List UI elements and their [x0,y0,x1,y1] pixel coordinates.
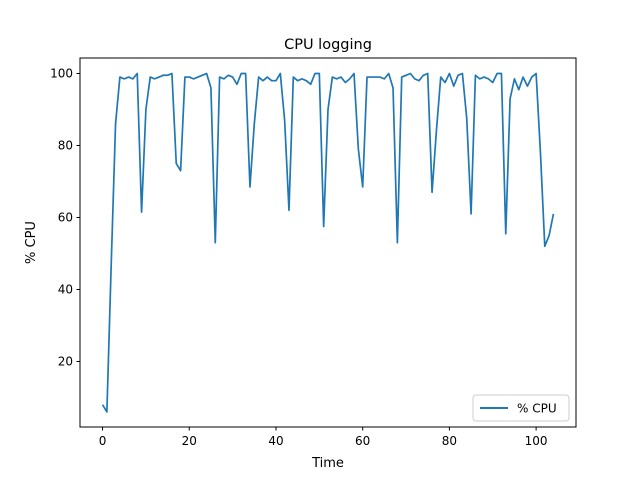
legend-label: % CPU [517,402,557,416]
x-tick-label: 60 [355,434,370,448]
x-axis-ticks: 0 20 40 60 80 100 [99,427,548,448]
x-tick-label: 40 [268,434,283,448]
legend-box [472,394,570,422]
x-axis-title: Time [311,456,344,471]
legend: % CPU [472,394,570,422]
chart-title: CPU logging [284,37,372,53]
y-tick-label: 100 [50,66,73,80]
y-tick-label: 40 [58,282,73,296]
series-layer [101,72,555,413]
plot-frame [79,57,577,428]
series-line-cpu [101,72,555,413]
x-tick-label: 20 [182,434,197,448]
x-tick-label: 80 [442,434,457,448]
x-tick-label: 100 [525,434,548,448]
y-tick-label: 60 [58,210,73,224]
y-tick-label: 80 [58,138,73,152]
x-tick-label: 0 [99,434,107,448]
y-tick-label: 20 [58,354,73,368]
y-axis-title: % CPU [24,221,39,264]
y-axis-ticks: 20 40 60 80 100 [50,66,80,368]
